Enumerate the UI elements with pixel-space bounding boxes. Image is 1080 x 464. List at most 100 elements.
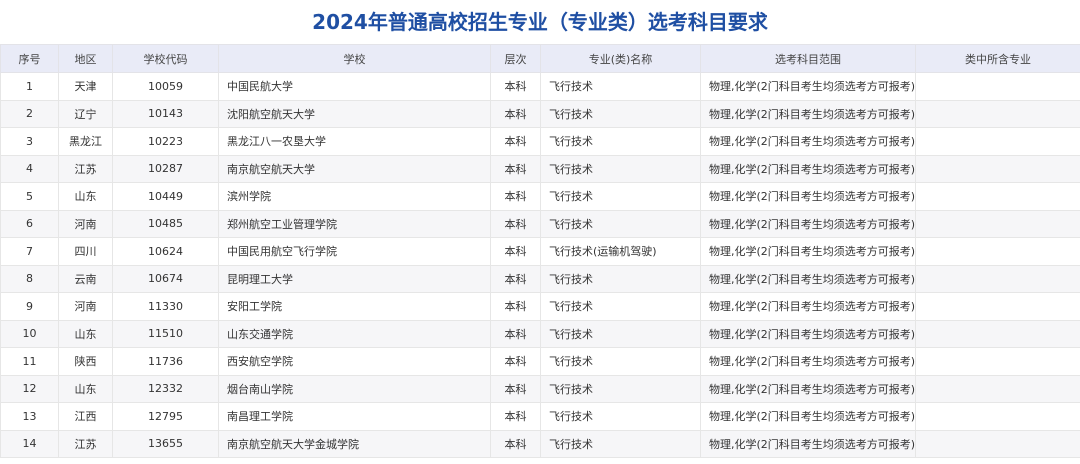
table-row: 5 山东 10449 滨州学院 本科 飞行技术 物理,化学(2门科目考生均须选考方可报考) [0, 182, 1080, 211]
table-cell: 7 [0, 237, 59, 266]
header-cell: 地区 [58, 44, 113, 73]
empty-cell [915, 99, 1080, 128]
table-row: 9 河南 11330 安阳工学院 本科 飞行技术 物理,化学(2门科目考生均须选考方可报考) [0, 292, 1080, 321]
table-cell: 飞行技术 [540, 374, 701, 403]
table-cell: 河南 [58, 292, 113, 321]
table-cell: 南京航空航天大学金城学院 [218, 429, 491, 458]
table-cell: 物理,化学(2门科目考生均须选考方可报考) [700, 72, 916, 101]
table-cell: 10143 [112, 99, 219, 128]
table-cell: 11 [0, 347, 59, 376]
empty-cell [915, 292, 1080, 321]
table-cell: 13655 [112, 429, 219, 458]
table-cell: 飞行技术 [540, 264, 701, 293]
table-cell: 10223 [112, 127, 219, 156]
table-cell: 11736 [112, 347, 219, 376]
table-cell: 3 [0, 127, 59, 156]
table-cell: 12795 [112, 402, 219, 431]
table-cell: 物理,化学(2门科目考生均须选考方可报考) [700, 237, 916, 266]
table-row: 3 黑龙江 10223 黑龙江八一农垦大学 本科 飞行技术 物理,化学(2门科目考生均须选考… [0, 127, 1080, 156]
table-cell: 沈阳航空航天大学 [218, 99, 491, 128]
table-cell: 物理,化学(2门科目考生均须选考方可报考) [700, 127, 916, 156]
table-cell: 江苏 [58, 429, 113, 458]
empty-cell [915, 154, 1080, 183]
header-row: 序号 地区 学校代码 学校 层次 专业(类)名称 选考科目范围 类中所含专业 [0, 44, 1080, 73]
table-cell: 10485 [112, 209, 219, 238]
header-cell: 类中所含专业 [915, 44, 1080, 73]
table-cell: 山东 [58, 319, 113, 348]
table-cell: 天津 [58, 72, 113, 101]
table-cell: 13 [0, 402, 59, 431]
table-row: 14 江苏 13655 南京航空航天大学金城学院 本科 飞行技术 物理,化学(2门科目考生均… [0, 429, 1080, 458]
table-cell: 飞行技术 [540, 319, 701, 348]
table-cell: 本科 [490, 347, 541, 376]
table-row: 7 四川 10624 中国民用航空飞行学院 本科 飞行技术(运输机驾驶) 物理,化学(2门科… [0, 237, 1080, 266]
table-row: 1 天津 10059 中国民航大学 本科 飞行技术 物理,化学(2门科目考生均须选考方可报考… [0, 72, 1080, 101]
table-cell: 飞行技术 [540, 292, 701, 321]
table-body: 1 天津 10059 中国民航大学 本科 飞行技术 物理,化学(2门科目考生均须选考方可报考… [0, 72, 1080, 458]
table-cell: 辽宁 [58, 99, 113, 128]
table-cell: 滨州学院 [218, 182, 491, 211]
empty-cell [915, 72, 1080, 101]
table-cell: 本科 [490, 99, 541, 128]
table-cell: 11510 [112, 319, 219, 348]
table-cell: 本科 [490, 429, 541, 458]
requirements-table: 序号 地区 学校代码 学校 层次 专业(类)名称 选考科目范围 类中所含专业 1 天津 10059… [0, 44, 1080, 458]
table-cell: 10059 [112, 72, 219, 101]
table-cell: 本科 [490, 127, 541, 156]
header-cell: 层次 [490, 44, 541, 73]
table-cell: 昆明理工大学 [218, 264, 491, 293]
table-cell: 本科 [490, 72, 541, 101]
table-cell: 本科 [490, 154, 541, 183]
table-cell: 物理,化学(2门科目考生均须选考方可报考) [700, 319, 916, 348]
table-cell: 飞行技术(运输机驾驶) [540, 237, 701, 266]
header-cell: 选考科目范围 [700, 44, 916, 73]
table-cell: 物理,化学(2门科目考生均须选考方可报考) [700, 154, 916, 183]
table-row: 4 江苏 10287 南京航空航天大学 本科 飞行技术 物理,化学(2门科目考生均须选考方可… [0, 154, 1080, 183]
table-cell: 中国民航大学 [218, 72, 491, 101]
table-cell: 物理,化学(2门科目考生均须选考方可报考) [700, 264, 916, 293]
table-cell: 江西 [58, 402, 113, 431]
table-cell: 物理,化学(2门科目考生均须选考方可报考) [700, 292, 916, 321]
table-row: 6 河南 10485 郑州航空工业管理学院 本科 飞行技术 物理,化学(2门科目考生均须选考… [0, 209, 1080, 238]
table-cell: 山东交通学院 [218, 319, 491, 348]
table-cell: 12332 [112, 374, 219, 403]
table-cell: 河南 [58, 209, 113, 238]
table-cell: 5 [0, 182, 59, 211]
table-cell: 物理,化学(2门科目考生均须选考方可报考) [700, 99, 916, 128]
table-cell: 本科 [490, 209, 541, 238]
empty-cell [915, 127, 1080, 156]
header-cell: 序号 [0, 44, 59, 73]
table-cell: 云南 [58, 264, 113, 293]
empty-cell [915, 237, 1080, 266]
table-cell: 本科 [490, 182, 541, 211]
table-cell: 14 [0, 429, 59, 458]
table-cell: 物理,化学(2门科目考生均须选考方可报考) [700, 209, 916, 238]
table-cell: 12 [0, 374, 59, 403]
table-cell: 飞行技术 [540, 154, 701, 183]
table-cell: 本科 [490, 292, 541, 321]
header-cell: 专业(类)名称 [540, 44, 701, 73]
table-cell: 本科 [490, 374, 541, 403]
table-cell: 11330 [112, 292, 219, 321]
table-cell: 陕西 [58, 347, 113, 376]
empty-cell [915, 319, 1080, 348]
table-cell: 4 [0, 154, 59, 183]
table-cell: 10 [0, 319, 59, 348]
table-cell: 物理,化学(2门科目考生均须选考方可报考) [700, 347, 916, 376]
table-cell: 9 [0, 292, 59, 321]
table-cell: 本科 [490, 237, 541, 266]
table-cell: 物理,化学(2门科目考生均须选考方可报考) [700, 374, 916, 403]
table-row: 2 辽宁 10143 沈阳航空航天大学 本科 飞行技术 物理,化学(2门科目考生均须选考方可… [0, 99, 1080, 128]
table-cell: 烟台南山学院 [218, 374, 491, 403]
table-cell: 1 [0, 72, 59, 101]
table-cell: 8 [0, 264, 59, 293]
table-cell: 飞行技术 [540, 182, 701, 211]
page-title: 2024年普通高校招生专业（专业类）选考科目要求 [312, 10, 768, 34]
table-cell: 中国民用航空飞行学院 [218, 237, 491, 266]
table-cell: 飞行技术 [540, 209, 701, 238]
header-cell: 学校代码 [112, 44, 219, 73]
table-row: 12 山东 12332 烟台南山学院 本科 飞行技术 物理,化学(2门科目考生均须选考方可报… [0, 374, 1080, 403]
table-row: 10 山东 11510 山东交通学院 本科 飞行技术 物理,化学(2门科目考生均须选考方可报… [0, 319, 1080, 348]
empty-cell [915, 182, 1080, 211]
empty-cell [915, 429, 1080, 458]
